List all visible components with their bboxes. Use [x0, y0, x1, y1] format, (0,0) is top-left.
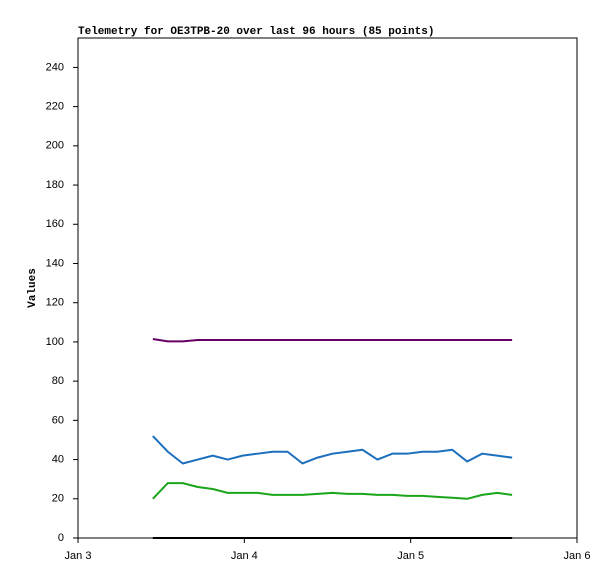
y-tick-label: 200: [46, 140, 64, 152]
y-tick-label: 20: [52, 493, 64, 505]
x-tick-label: Jan 4: [231, 550, 258, 562]
y-tick-label: 120: [46, 297, 64, 309]
y-tick-label: 160: [46, 218, 64, 230]
y-tick-label: 100: [46, 336, 64, 348]
series-line: [152, 482, 513, 500]
chart-title: Telemetry for OE3TPB-20 over last 96 hou…: [78, 26, 434, 38]
y-tick-label: 80: [52, 375, 64, 387]
y-tick-label: 220: [46, 101, 64, 113]
x-tick-label: Jan 3: [65, 550, 92, 562]
y-tick-label: 140: [46, 257, 64, 269]
y-tick-label: 40: [52, 453, 64, 465]
series-line: [152, 435, 513, 465]
y-tick-label: 60: [52, 414, 64, 426]
series-line: [152, 337, 513, 343]
x-tick-label: Jan 6: [564, 550, 591, 562]
y-tick-label: 0: [58, 532, 64, 544]
y-tick-label: 180: [46, 179, 64, 191]
y-axis-label: Values: [27, 268, 39, 308]
y-tick-label: 240: [46, 61, 64, 73]
x-tick-label: Jan 5: [397, 550, 424, 562]
